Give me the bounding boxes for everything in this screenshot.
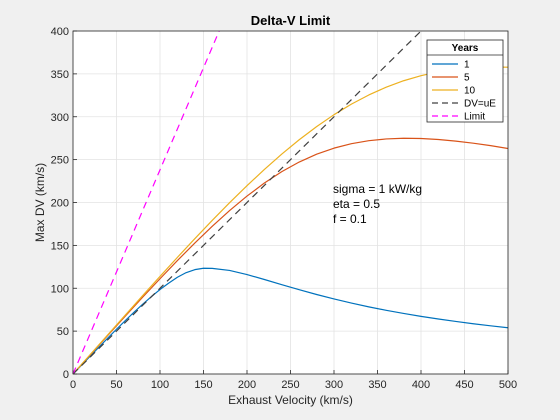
series-line-5 (73, 137, 508, 374)
x-tick-label: 0 (70, 379, 76, 391)
legend-label: 1 (464, 60, 470, 71)
x-tick-label: 50 (110, 379, 122, 391)
annotation-f: f = 0.1 (333, 212, 367, 226)
y-tick-label: 150 (51, 240, 69, 252)
y-axis-label: Max DV (km/s) (33, 163, 47, 242)
legend-label: Limit (464, 112, 485, 123)
series-line-dv-ue (73, 31, 422, 374)
series-lines (73, 31, 508, 374)
x-tick-label: 250 (281, 379, 299, 391)
y-tick-label: 250 (51, 155, 69, 167)
x-tick-label: 500 (499, 379, 517, 391)
x-tick-label: 100 (151, 379, 169, 391)
legend-label: DV=uE (464, 99, 496, 110)
series-line-1 (73, 267, 508, 374)
x-tick-label: 300 (325, 379, 343, 391)
x-tick-label: 450 (455, 379, 473, 391)
x-tick-label: 400 (412, 379, 430, 391)
y-tick-label: 350 (51, 69, 69, 81)
y-tick-label: 0 (63, 369, 69, 381)
x-tick-label: 150 (194, 379, 212, 391)
ticks: 0 50 100 150 200 250 300 350 400 450 500 0 50 100 150 2… (51, 26, 518, 391)
x-axis-label: Exhaust Velocity (km/s) (228, 393, 353, 407)
y-tick-label: 300 (51, 112, 69, 124)
y-tick-label: 200 (51, 198, 69, 210)
legend: Years 1 5 10 DV=uE Limit (426, 39, 504, 123)
series-line-limit (73, 31, 220, 374)
legend-items: 1 5 10 DV=uE Limit (432, 60, 496, 123)
y-tick-label: 400 (51, 26, 69, 38)
y-tick-label: 50 (57, 326, 69, 338)
legend-title: Years (452, 43, 479, 54)
x-tick-label: 200 (238, 379, 256, 391)
legend-label: 5 (464, 73, 470, 84)
annotation-eta: eta = 0.5 (333, 197, 380, 211)
x-tick-label: 350 (368, 379, 386, 391)
chart-title: Delta-V Limit (251, 13, 331, 28)
annotation-sigma: sigma = 1 kW/kg (333, 182, 422, 196)
y-tick-label: 100 (51, 283, 69, 295)
legend-label: 10 (464, 86, 476, 97)
legend-box (426, 39, 504, 123)
